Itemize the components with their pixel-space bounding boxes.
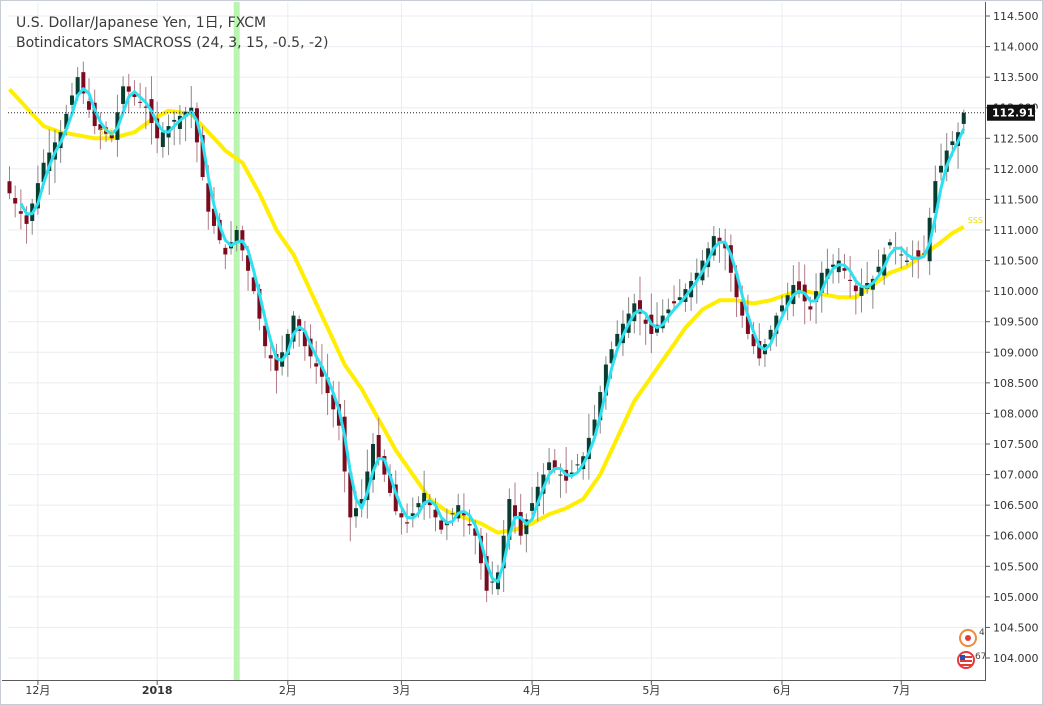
candle-body [490,582,494,583]
y-tick-label: 106.000 [993,530,1039,543]
y-tick-label: 104.500 [993,621,1039,634]
candle-body [439,520,443,529]
y-tick-label: 110.000 [993,285,1039,298]
y-tick-label: 114.000 [993,41,1039,54]
candle-body [916,250,920,256]
candle-body [780,305,784,311]
candle-body [25,215,29,224]
price-badge: 112.918 [987,105,1042,121]
candle-body [8,181,12,193]
candle-body [161,132,165,147]
candle-body [87,101,91,110]
us-flag-icon[interactable] [958,652,974,668]
x-tick-label: 3月 [392,684,410,697]
candle-body [962,113,966,124]
highlight-band [234,2,240,680]
candle-body [854,286,858,292]
y-tick-label: 111.000 [993,224,1039,237]
candle-body [530,503,534,511]
candle-body [19,211,23,213]
candle-body [354,508,358,516]
candle-body [223,248,227,255]
candle-body [808,306,812,309]
chart-title: U.S. Dollar/Japanese Yen, 1日, FXCM [16,15,266,31]
y-tick-label: 112.500 [993,132,1039,145]
candle-body [269,355,273,358]
candle-body [138,102,142,103]
x-tick-label: 5月 [642,684,660,697]
candle-body [558,475,562,476]
y-tick-label: 107.000 [993,469,1039,482]
signal-label: SSS [99,127,114,136]
candle-body [451,513,455,514]
y-tick-label: 106.500 [993,499,1039,512]
x-tick-label: 12月 [25,684,50,697]
x-tick-label: 2018 [142,684,173,697]
candle-body [888,242,892,245]
y-tick-label: 113.500 [993,71,1039,84]
candle-body [70,95,74,104]
y-tick-label: 114.500 [993,10,1039,23]
signal-label: SSS [968,216,983,225]
candle-body [127,86,131,91]
candle-body [848,280,852,281]
candle-body [519,512,523,536]
signal-highlight-band [234,2,240,680]
y-tick-label: 108.500 [993,377,1039,390]
y-tick-label: 104.000 [993,652,1039,665]
y-tick-label: 108.000 [993,407,1039,420]
event-flag-icon[interactable] [960,630,976,646]
candle-body [905,261,909,262]
candle-body [576,464,580,465]
candle-body [899,254,903,255]
candle-body [121,86,125,104]
indicator-title: Botindicators SMACROSS (24, 3, 15, -0.5,… [16,35,328,51]
candle-body [547,462,551,470]
candle-body [314,363,318,366]
y-tick-label: 105.500 [993,560,1039,573]
candle-body [513,505,517,517]
event-count-label: 67 [975,652,986,662]
candle-body [672,301,676,303]
candle-body [950,141,954,145]
candle-body [939,166,943,173]
x-tick-label: 2月 [279,684,297,697]
x-tick-label: 6月 [773,684,791,697]
y-tick-label: 112.000 [993,163,1039,176]
candle-body [399,513,403,517]
candle-body [13,198,17,203]
event-count-label: 4 [979,628,985,638]
candle-body [377,435,381,459]
y-tick-label: 111.500 [993,193,1039,206]
y-tick-label: 107.500 [993,438,1039,451]
candle-body [468,524,472,526]
y-tick-label: 109.500 [993,316,1039,329]
x-tick-label: 4月 [523,684,541,697]
candle-body [860,287,864,296]
y-tick-label: 109.000 [993,346,1039,359]
candle-body [172,120,176,122]
candle-body [644,320,648,324]
y-tick-label: 105.000 [993,591,1039,604]
x-tick-label: 7月 [892,684,910,697]
candle-body [416,503,420,507]
current-price-label: 112.918 [992,107,1042,120]
y-tick-label: 110.500 [993,255,1039,268]
candle-body [405,522,409,523]
